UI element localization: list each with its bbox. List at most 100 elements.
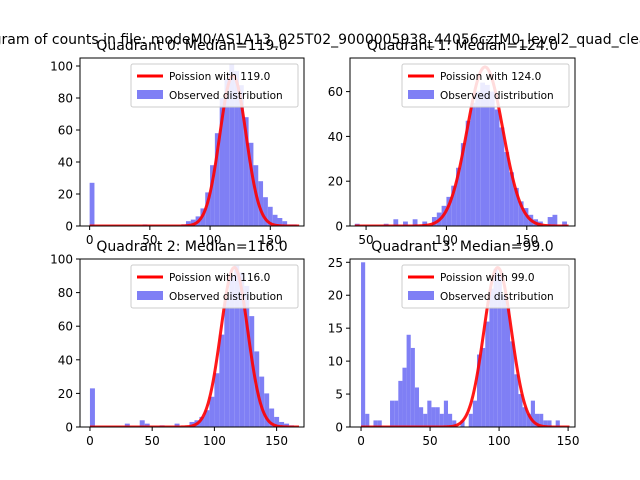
- quadrant-3-chart: 0 50 100 150 0 5 10 15 20 25 Quadrant 3: Median=99…: [328, 239, 580, 448]
- quadrant-3-bar: [439, 413, 444, 427]
- quadrant-0-y-tick-label: 100: [50, 60, 73, 74]
- quadrant-3-bar: [481, 347, 486, 427]
- quadrant-3-bar: [377, 420, 382, 427]
- quadrant-3-bar: [510, 341, 515, 427]
- quadrant-1-bar: [494, 109, 500, 226]
- quadrant-3-legend-bar-swatch: [408, 291, 434, 300]
- quadrant-3-bar: [485, 321, 490, 427]
- quadrant-2-bar: [224, 297, 230, 427]
- quadrant-1-bar: [451, 185, 457, 226]
- quadrant-3-y-tick-label: 10: [328, 355, 343, 369]
- quadrant-2-y-tick-label: 80: [58, 286, 73, 300]
- quadrant-1-bar: [513, 187, 519, 226]
- quadrant-1-y-tick-label: 20: [328, 175, 343, 189]
- quadrant-0-x-tick-label: 0: [86, 233, 94, 247]
- quadrant-1-bar: [504, 152, 510, 226]
- quadrant-3-bar: [534, 413, 540, 427]
- quadrant-3-bar: [419, 407, 424, 427]
- quadrant-1-bar: [485, 84, 490, 226]
- quadrant-2-bar: [199, 416, 205, 427]
- quadrant-0-bar: [267, 206, 273, 226]
- quadrant-3-bar: [547, 420, 552, 427]
- quadrant-2-bar: [204, 410, 210, 427]
- quadrant-2-x-tick-label: 100: [203, 434, 226, 448]
- quadrant-0-y-tick-label: 20: [58, 188, 73, 202]
- quadrant-1-bar: [480, 82, 485, 226]
- quadrant-1-axes-frame: [349, 57, 576, 227]
- quadrant-3-bar: [414, 387, 420, 427]
- quadrant-2-bar: [284, 423, 290, 427]
- quadrant-0-chart: 0 50 100 150 0 20 40 60 80 100 Quadrant 0: Median=…: [50, 38, 305, 247]
- quadrant-3-bar: [489, 288, 494, 427]
- quadrant-3-bar: [522, 407, 527, 427]
- quadrant-2-x-tick-label: 0: [86, 434, 94, 448]
- quadrant-2-legend: Poission with 116.0 Observed distribution: [130, 264, 299, 309]
- quadrant-3-bar: [452, 420, 457, 427]
- quadrant-2-bar: [249, 316, 255, 427]
- quadrant-1-bar: [456, 167, 461, 226]
- quadrant-3-bar: [501, 295, 506, 427]
- quadrant-3-bar: [505, 308, 511, 427]
- quadrant-0-poisson-line: [89, 74, 300, 226]
- quadrant-0-bar: [234, 70, 239, 226]
- quadrant-0-bar: [219, 98, 225, 226]
- quadrant-3-x-tick-label: 150: [557, 434, 580, 448]
- quadrant-2-title: Quadrant 2: Median=116.0: [96, 239, 287, 255]
- quadrant-2-bar: [214, 373, 220, 427]
- quadrant-3-y-tick-label: 25: [328, 256, 343, 270]
- quadrant-3-bar: [390, 400, 395, 427]
- quadrant-2-bar: [209, 396, 215, 427]
- quadrant-2-bar: [139, 420, 145, 427]
- quadrant-2-bar: [279, 421, 285, 427]
- quadrant-2-poisson-line: [89, 265, 300, 427]
- quadrant-0-legend-box: [130, 63, 299, 108]
- quadrant-0-x-tick-label: 150: [259, 233, 282, 247]
- quadrant-2-legend-line-label: Poission with 116.0: [169, 272, 270, 284]
- quadrant-3-y-tick-label: 15: [328, 322, 343, 336]
- quadrant-3-legend-bar-label: Observed distribution: [440, 291, 554, 303]
- quadrant-0-x-tick-label: 100: [199, 233, 222, 247]
- quadrant-3-bar: [497, 275, 502, 427]
- quadrant-3-bar: [373, 420, 378, 427]
- quadrant-0-bar: [229, 64, 235, 226]
- quadrant-3-x-tick-label: 100: [488, 434, 511, 448]
- quadrant-0-plot-area: [89, 64, 300, 226]
- quadrant-1-plot-area: [354, 65, 569, 226]
- quadrant-1-title: Quadrant 1: Median=124.0: [367, 38, 558, 54]
- quadrant-1-legend-bar-label: Observed distribution: [440, 90, 554, 102]
- quadrant-2-bar: [264, 393, 270, 427]
- quadrant-3-bar: [493, 268, 498, 427]
- quadrant-2-y-tick-label: 0: [65, 421, 73, 435]
- quadrant-2-axes-frame: [79, 258, 305, 428]
- quadrant-0-bar: [258, 181, 264, 226]
- quadrant-2-bar: [89, 388, 95, 427]
- quadrant-1-bar: [446, 196, 452, 226]
- quadrant-3-legend-box: [401, 264, 570, 309]
- quadrant-3-bar: [448, 413, 453, 427]
- quadrant-3-bar: [427, 400, 432, 427]
- quadrant-0-bar: [185, 221, 191, 226]
- quadrant-3-bar: [472, 400, 477, 427]
- quadrant-1-y-tick-label: 0: [335, 220, 343, 234]
- quadrant-2-y-tick-label: 20: [58, 387, 73, 401]
- quadrant-1-bar: [412, 219, 418, 226]
- quadrant-0-y-tick-label: 60: [58, 124, 73, 138]
- quadrant-3-bar: [526, 413, 531, 427]
- quadrant-2-bar: [174, 423, 180, 427]
- quadrant-3-y-tick-label: 0: [335, 421, 343, 435]
- quadrant-0-bar: [243, 117, 249, 226]
- quadrant-3-bar: [431, 407, 436, 427]
- figure-title: Histogram of counts in file: modeM0/AS1A…: [0, 32, 640, 48]
- quadrant-1-bar: [547, 217, 553, 226]
- quadrant-3-bar: [514, 374, 519, 427]
- quadrant-1-legend-line-label: Poission with 124.0: [440, 71, 541, 83]
- quadrant-3-legend-line-label: Poission with 99.0: [440, 272, 535, 284]
- quadrant-2-bar: [239, 272, 245, 427]
- quadrant-3-poisson-line: [361, 265, 570, 427]
- quadrant-0-legend: Poission with 119.0 Observed distribution: [130, 63, 299, 108]
- quadrant-1-x-tick-label: 50: [358, 233, 373, 247]
- quadrant-0-legend-bar-swatch: [137, 90, 163, 99]
- quadrant-2-x-tick-label: 150: [265, 434, 288, 448]
- quadrant-1-bar: [393, 219, 399, 226]
- quadrant-0-axes-frame: [79, 57, 305, 227]
